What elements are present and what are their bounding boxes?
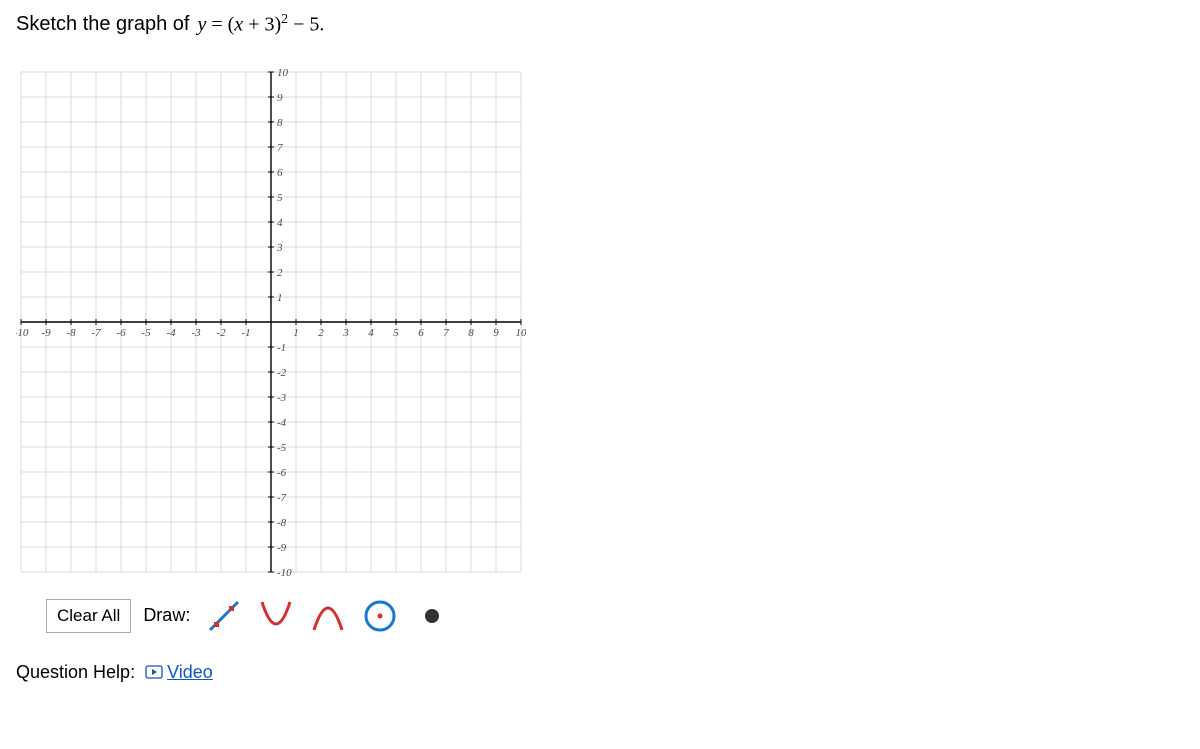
svg-text:1: 1	[293, 327, 299, 339]
svg-text:-10: -10	[16, 327, 29, 339]
svg-text:-9: -9	[41, 327, 51, 339]
svg-text:5: 5	[277, 192, 283, 204]
svg-text:3: 3	[342, 327, 349, 339]
video-icon	[145, 665, 163, 679]
svg-text:-2: -2	[277, 367, 287, 379]
svg-text:1: 1	[277, 292, 283, 304]
video-link[interactable]: Video	[145, 662, 213, 683]
svg-text:-9: -9	[277, 542, 287, 554]
svg-text:-8: -8	[66, 327, 76, 339]
svg-text:4: 4	[368, 327, 374, 339]
clear-all-button[interactable]: Clear All	[46, 599, 131, 633]
svg-text:-7: -7	[277, 492, 287, 504]
prompt-equation: y = (x + 3)2 − 5.	[197, 12, 324, 37]
question-prompt: Sketch the graph of y = (x + 3)2 − 5.	[16, 12, 1184, 37]
svg-text:6: 6	[277, 167, 283, 179]
graph-canvas[interactable]: -10 -9 -8 -7 -6 -5 -4 -3 -2 -1 1 2 3 4 5 6 7 8 9 10 -10 -9 -8 -…	[16, 67, 1184, 582]
up-parabola-tool[interactable]	[254, 594, 298, 638]
down-parabola-tool[interactable]	[306, 594, 350, 638]
video-link-label: Video	[167, 662, 213, 683]
svg-text:-3: -3	[191, 327, 201, 339]
svg-text:10: 10	[277, 67, 289, 79]
svg-text:-7: -7	[91, 327, 101, 339]
svg-text:8: 8	[468, 327, 474, 339]
drawing-toolbar: Clear All Draw:	[46, 594, 1184, 638]
segment-tool[interactable]	[202, 594, 246, 638]
svg-text:6: 6	[418, 327, 424, 339]
circle-tool[interactable]	[358, 594, 402, 638]
svg-text:-10: -10	[277, 567, 292, 577]
dot-tool[interactable]	[410, 594, 454, 638]
svg-text:-1: -1	[277, 342, 286, 354]
svg-text:-4: -4	[166, 327, 176, 339]
svg-text:9: 9	[493, 327, 499, 339]
svg-text:-6: -6	[116, 327, 126, 339]
svg-text:-3: -3	[277, 392, 287, 404]
svg-text:-5: -5	[277, 442, 287, 454]
svg-text:7: 7	[277, 142, 283, 154]
svg-text:4: 4	[277, 217, 283, 229]
svg-text:10: 10	[516, 327, 527, 339]
svg-text:2: 2	[277, 267, 283, 279]
svg-text:7: 7	[443, 327, 449, 339]
svg-text:8: 8	[277, 117, 283, 129]
question-help-label: Question Help:	[16, 662, 135, 683]
svg-text:2: 2	[318, 327, 324, 339]
cartesian-grid[interactable]: -10 -9 -8 -7 -6 -5 -4 -3 -2 -1 1 2 3 4 5 6 7 8 9 10 -10 -9 -8 -…	[16, 67, 526, 577]
svg-text:9: 9	[277, 92, 283, 104]
prompt-lead: Sketch the graph of	[16, 13, 189, 36]
svg-text:-8: -8	[277, 517, 287, 529]
svg-text:-4: -4	[277, 417, 287, 429]
svg-text:-2: -2	[216, 327, 226, 339]
question-help: Question Help: Video	[16, 662, 1184, 683]
svg-text:-5: -5	[141, 327, 151, 339]
svg-text:5: 5	[393, 327, 399, 339]
svg-text:-1: -1	[241, 327, 250, 339]
draw-label: Draw:	[139, 605, 194, 626]
svg-text:3: 3	[276, 242, 283, 254]
svg-text:-6: -6	[277, 467, 287, 479]
